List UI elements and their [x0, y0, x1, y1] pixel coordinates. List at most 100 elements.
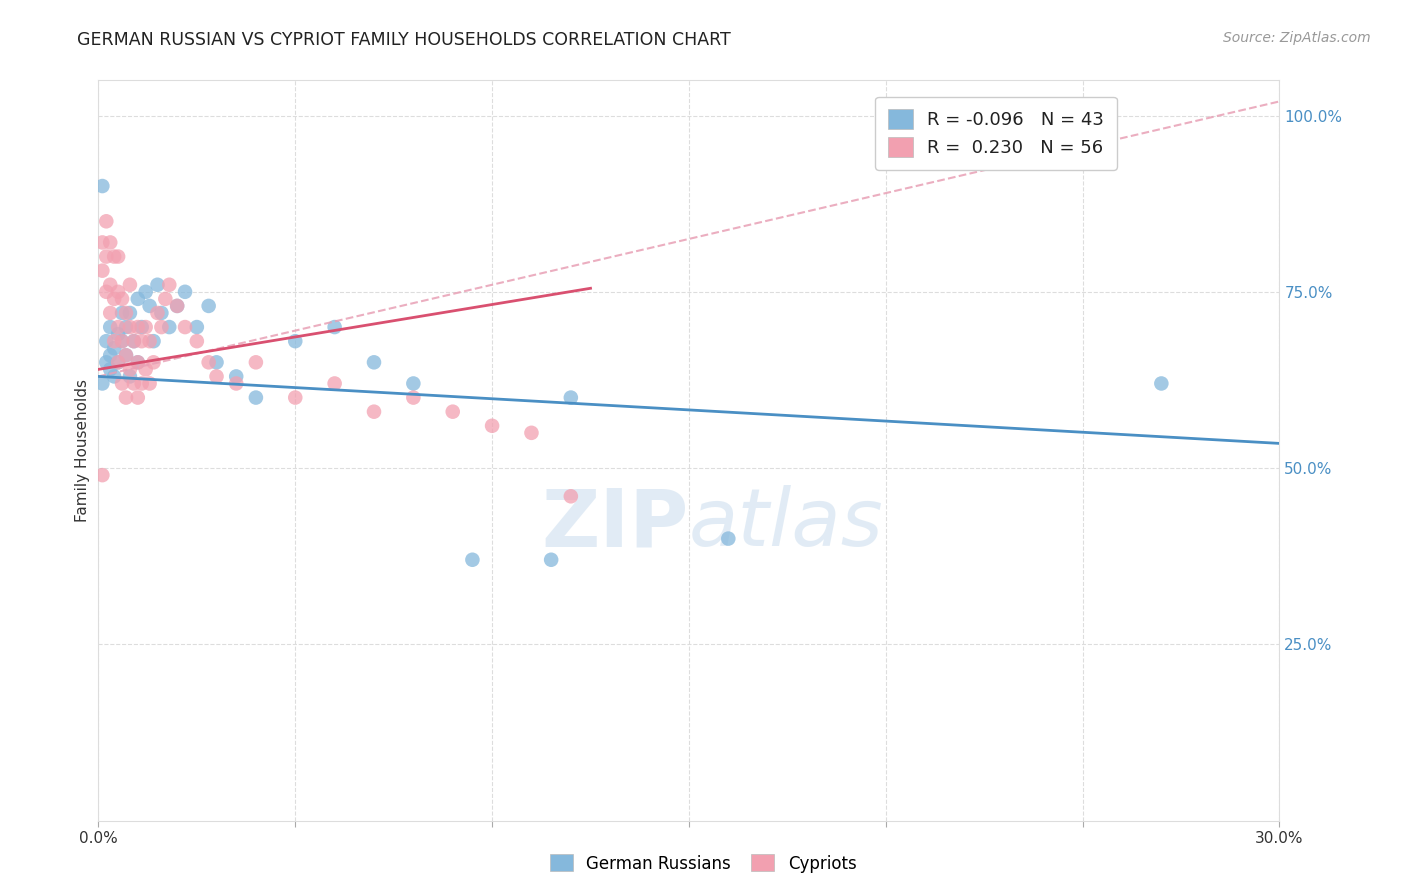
Point [91, 468, 114, 483]
Point [138, 334, 160, 348]
Point [96, 214, 118, 228]
Point [96, 250, 118, 264]
Point [96, 355, 118, 369]
Point [186, 334, 208, 348]
Point [115, 348, 138, 362]
Point [1150, 376, 1173, 391]
Point [103, 341, 125, 355]
Point [142, 355, 165, 369]
Point [107, 320, 129, 334]
Point [103, 250, 125, 264]
Point [118, 306, 141, 320]
Legend: German Russians, Cypriots: German Russians, Cypriots [543, 847, 863, 880]
Point [111, 376, 134, 391]
Point [131, 376, 153, 391]
Point [98, 235, 121, 250]
Point [138, 299, 160, 313]
Point [174, 320, 197, 334]
Point [115, 391, 138, 405]
Point [127, 292, 149, 306]
Point [103, 369, 125, 384]
Point [402, 376, 425, 391]
Point [111, 334, 134, 348]
Point [540, 553, 562, 567]
Point [127, 355, 149, 369]
Point [138, 376, 160, 391]
Point [560, 391, 582, 405]
Text: ZIP: ZIP [541, 485, 689, 564]
Point [91, 235, 114, 250]
Point [150, 306, 173, 320]
Point [245, 355, 267, 369]
Point [131, 334, 153, 348]
Point [122, 334, 145, 348]
Point [127, 355, 149, 369]
Point [197, 299, 219, 313]
Point [118, 369, 141, 384]
Point [225, 376, 247, 391]
Point [91, 263, 114, 277]
Point [115, 348, 138, 362]
Point [323, 320, 346, 334]
Point [118, 277, 141, 292]
Point [98, 362, 121, 376]
Point [157, 320, 180, 334]
Point [98, 306, 121, 320]
Point [284, 391, 307, 405]
Legend: R = -0.096   N = 43, R =  0.230   N = 56: R = -0.096 N = 43, R = 0.230 N = 56 [875, 96, 1116, 169]
Point [118, 362, 141, 376]
Point [363, 355, 385, 369]
Point [146, 277, 169, 292]
Point [323, 376, 346, 391]
Point [122, 334, 145, 348]
Point [205, 369, 228, 384]
Text: Source: ZipAtlas.com: Source: ZipAtlas.com [1223, 31, 1371, 45]
Point [98, 277, 121, 292]
Point [146, 306, 169, 320]
Point [402, 391, 425, 405]
Point [131, 320, 153, 334]
Point [107, 327, 129, 342]
Point [174, 285, 197, 299]
Point [205, 355, 228, 369]
Text: atlas: atlas [689, 485, 884, 564]
Point [111, 306, 134, 320]
Point [461, 553, 484, 567]
Point [717, 532, 740, 546]
Point [245, 391, 267, 405]
Point [107, 285, 129, 299]
Point [103, 292, 125, 306]
Point [107, 250, 129, 264]
Point [98, 320, 121, 334]
Point [166, 299, 188, 313]
Point [441, 405, 464, 419]
Point [107, 355, 129, 369]
Point [127, 391, 149, 405]
Point [363, 405, 385, 419]
Point [186, 320, 208, 334]
Point [135, 285, 157, 299]
Point [91, 376, 114, 391]
Point [135, 362, 157, 376]
Point [157, 277, 180, 292]
Point [111, 334, 134, 348]
Point [481, 418, 503, 433]
Point [166, 299, 188, 313]
Point [111, 292, 134, 306]
Point [107, 355, 129, 369]
Point [520, 425, 543, 440]
Point [118, 320, 141, 334]
Point [284, 334, 307, 348]
Point [96, 285, 118, 299]
Text: GERMAN RUSSIAN VS CYPRIOT FAMILY HOUSEHOLDS CORRELATION CHART: GERMAN RUSSIAN VS CYPRIOT FAMILY HOUSEHO… [77, 31, 731, 49]
Point [560, 489, 582, 503]
Point [115, 306, 138, 320]
Point [103, 334, 125, 348]
Point [115, 320, 138, 334]
Point [98, 348, 121, 362]
Y-axis label: Family Households: Family Households [75, 379, 90, 522]
Point [91, 179, 114, 194]
Point [225, 369, 247, 384]
Point [150, 320, 173, 334]
Point [197, 355, 219, 369]
